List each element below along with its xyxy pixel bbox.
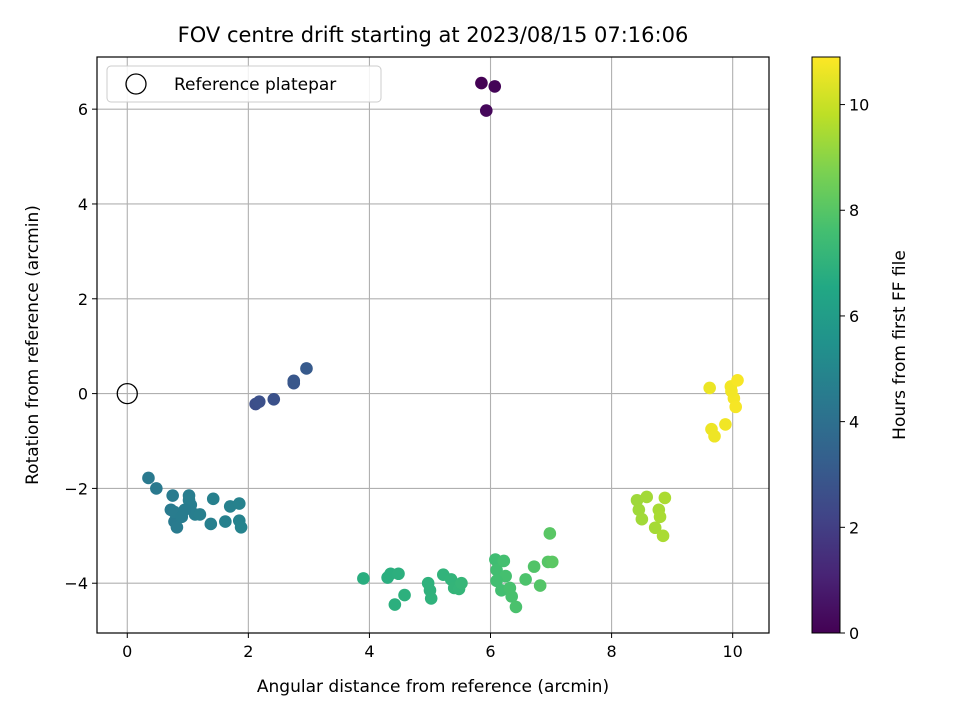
colorbar-tick-label: 4	[849, 413, 859, 432]
data-point	[398, 588, 411, 602]
data-point	[719, 418, 732, 431]
data-point	[193, 508, 207, 521]
data-point	[490, 563, 503, 577]
data-point	[656, 529, 670, 543]
reference-point-marker	[116, 382, 138, 405]
data-point	[388, 598, 402, 611]
data-point	[729, 400, 743, 414]
data-point	[543, 527, 557, 540]
x-tick-label: 8	[607, 642, 617, 661]
data-point	[252, 395, 266, 408]
y-tick-label: 4	[78, 195, 88, 214]
x-tick-label: 10	[722, 642, 742, 661]
legend-marker-open-circle	[125, 73, 147, 95]
data-point	[234, 520, 248, 534]
data-point	[630, 493, 644, 507]
data-point	[166, 489, 179, 502]
data-point	[731, 374, 744, 387]
data-point	[527, 560, 541, 573]
plot-frame	[96, 56, 770, 634]
data-point	[648, 521, 662, 535]
x-tick-label: 2	[243, 642, 253, 661]
x-tick-label: 0	[122, 642, 132, 661]
colorbar-label: Hours from first FF file	[890, 250, 910, 440]
data-point	[392, 567, 405, 581]
data-point	[653, 510, 667, 524]
chart-title: FOV centre drift starting at 2023/08/15 …	[178, 23, 689, 47]
legend-entry-reference: Reference platepar	[174, 75, 336, 95]
data-point	[725, 384, 738, 398]
data-point	[267, 392, 281, 406]
data-point	[703, 381, 716, 395]
data-point	[178, 503, 192, 517]
colorbar-tick-label: 8	[849, 201, 859, 220]
x-tick-label: 4	[364, 642, 374, 661]
data-point	[204, 517, 218, 531]
data-point	[545, 555, 559, 569]
data-point	[142, 471, 155, 485]
data-point	[455, 576, 468, 590]
data-point	[475, 76, 488, 90]
y-tick-label: 0	[78, 385, 88, 404]
legend-box	[106, 65, 382, 103]
data-point	[206, 492, 220, 506]
data-point	[509, 600, 523, 614]
legend: Reference platepar	[106, 65, 382, 103]
colorbar-tick-label: 2	[849, 518, 859, 537]
data-point	[505, 590, 519, 603]
data-point	[533, 579, 547, 592]
data-point	[357, 572, 370, 585]
data-point	[640, 490, 654, 504]
data-point	[490, 574, 503, 588]
data-point	[300, 362, 313, 375]
colorbar-ticks: 0 2 4 6 8 10	[840, 96, 869, 643]
data-point	[287, 374, 301, 388]
y-tick-label: −2	[64, 479, 88, 498]
y-tick-label: 6	[78, 100, 88, 119]
data-point	[170, 520, 184, 534]
data-point	[182, 493, 196, 507]
colorbar-tick-label: 0	[849, 624, 859, 643]
grid-lines	[97, 57, 769, 633]
colorbar-tick-label: 10	[849, 96, 869, 115]
data-point	[708, 429, 721, 443]
data-point	[497, 554, 511, 568]
colorbar: 0 2 4 6 8 10 Hours from first FF file	[811, 56, 910, 643]
x-tick-label: 6	[485, 642, 495, 661]
data-point	[479, 104, 493, 117]
colorbar-gradient	[811, 56, 841, 634]
data-point	[488, 80, 502, 93]
x-axis-label: Angular distance from reference (arcmin)	[257, 677, 609, 697]
colorbar-tick-label: 6	[849, 307, 859, 326]
y-axis-label: Rotation from reference (arcmin)	[23, 205, 43, 485]
data-point	[150, 482, 163, 495]
data-point	[232, 497, 246, 510]
data-points	[116, 76, 744, 614]
data-point	[519, 573, 532, 586]
data-point	[424, 592, 438, 605]
data-point	[658, 491, 672, 505]
data-point	[219, 515, 232, 528]
data-point	[635, 512, 649, 526]
y-tick-label: 2	[78, 290, 88, 309]
data-point	[632, 503, 646, 517]
axis-ticks: 0 2 4 6 8 10 −4 −2 0 2 4 6	[64, 100, 742, 661]
y-tick-label: −4	[64, 574, 88, 593]
